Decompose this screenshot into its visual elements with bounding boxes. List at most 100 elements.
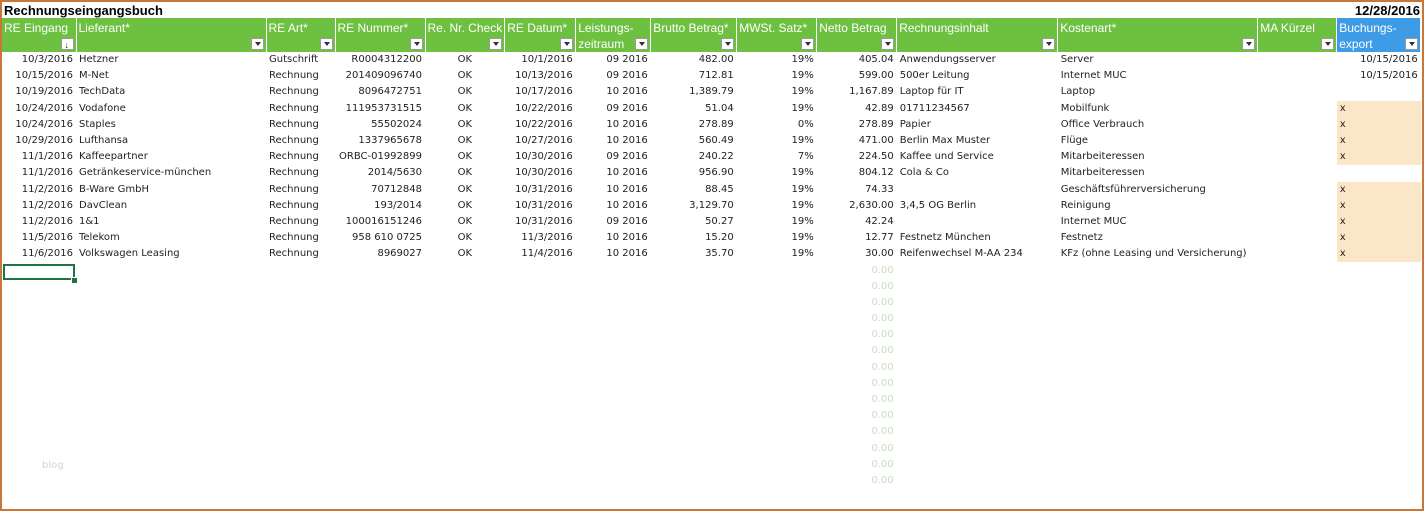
cell-ma-kuerzel[interactable] xyxy=(1258,392,1337,408)
cell-rechnungsinhalt[interactable]: Kaffee und Service xyxy=(899,151,994,163)
cell-re-datum[interactable]: 10/31/2016 xyxy=(515,215,573,227)
cell-kostenart[interactable] xyxy=(1058,392,1258,408)
cell-re-nr-check[interactable] xyxy=(425,327,505,343)
cell-netto-betrag[interactable]: 0.00 xyxy=(871,377,894,389)
cell-ma-kuerzel[interactable] xyxy=(1258,473,1337,489)
cell-kostenart[interactable]: Festnetz xyxy=(1060,232,1103,244)
cell-re-art[interactable]: Rechnung xyxy=(269,215,319,227)
cell-re-eingang[interactable] xyxy=(2,441,76,457)
cell-kostenart[interactable]: Mobilfunk xyxy=(1060,102,1110,114)
filter-dropdown-icon[interactable] xyxy=(635,38,649,50)
cell-re-nummer[interactable] xyxy=(335,343,425,359)
cell-netto-betrag[interactable]: 0.00 xyxy=(871,296,894,308)
cell-kostenart[interactable] xyxy=(1058,376,1258,392)
cell-re-nummer[interactable]: R0004312200 xyxy=(351,54,422,66)
cell-re-nummer[interactable]: 2014/5630 xyxy=(367,167,422,179)
cell-re-eingang[interactable]: 10/15/2016 xyxy=(15,70,73,82)
cell-buchungsexport[interactable]: x xyxy=(1336,132,1421,150)
cell-netto-betrag[interactable]: 278.89 xyxy=(858,118,894,130)
cell-re-nr-check[interactable]: OK xyxy=(457,118,473,130)
cell-re-datum[interactable] xyxy=(505,392,576,408)
cell-brutto-betrag[interactable] xyxy=(651,376,737,392)
cell-rechnungsinhalt[interactable]: Anwendungsserver xyxy=(899,54,996,66)
cell-leistungszeitraum[interactable] xyxy=(576,441,651,457)
column-header-lieferant[interactable]: Lieferant* xyxy=(76,18,267,52)
cell-re-nummer[interactable] xyxy=(335,457,425,473)
cell-re-eingang[interactable] xyxy=(2,311,76,327)
cell-netto-betrag[interactable]: 0.00 xyxy=(871,474,894,486)
cell-leistungszeitraum[interactable] xyxy=(576,408,651,424)
cell-re-eingang[interactable] xyxy=(2,408,76,424)
cell-buchungsexport[interactable] xyxy=(1337,262,1421,278)
cell-lieferant[interactable] xyxy=(76,295,266,311)
cell-brutto-betrag[interactable] xyxy=(651,279,737,295)
cell-rechnungsinhalt[interactable]: Berlin Max Muster xyxy=(899,135,991,147)
cell-re-art[interactable] xyxy=(266,262,335,278)
cell-buchungsexport[interactable] xyxy=(1337,441,1421,457)
cell-re-nummer[interactable] xyxy=(335,279,425,295)
cell-buchungsexport[interactable]: x xyxy=(1336,181,1421,198)
cell-rechnungsinhalt[interactable] xyxy=(897,392,1058,408)
cell-re-eingang[interactable] xyxy=(2,457,76,473)
cell-buchungsexport[interactable] xyxy=(1337,424,1421,440)
cell-re-nr-check[interactable]: OK xyxy=(457,232,473,244)
cell-brutto-betrag[interactable] xyxy=(651,327,737,343)
cell-kostenart[interactable]: Flüge xyxy=(1060,135,1089,147)
cell-brutto-betrag[interactable]: 560.49 xyxy=(698,135,734,147)
cell-re-nummer[interactable]: 1337965678 xyxy=(358,135,422,147)
cell-mwst-satz[interactable] xyxy=(737,473,817,489)
cell-leistungszeitraum[interactable]: 10 2016 xyxy=(606,232,648,244)
cell-netto-betrag[interactable]: 0.00 xyxy=(871,394,894,406)
cell-brutto-betrag[interactable] xyxy=(651,408,737,424)
cell-leistungszeitraum[interactable] xyxy=(576,262,651,278)
cell-mwst-satz[interactable]: 19% xyxy=(791,86,814,98)
cell-brutto-betrag[interactable]: 240.22 xyxy=(698,151,734,163)
cell-lieferant[interactable]: TechData xyxy=(79,86,126,98)
cell-buchungsexport[interactable]: x xyxy=(1336,100,1421,117)
cell-re-art[interactable] xyxy=(266,360,335,376)
cell-leistungszeitraum[interactable] xyxy=(576,311,651,327)
cell-re-art[interactable] xyxy=(266,392,335,408)
cell-leistungszeitraum[interactable]: 10 2016 xyxy=(606,248,648,260)
cell-buchungsexport[interactable]: x xyxy=(1336,230,1421,247)
cell-lieferant[interactable]: Telekom xyxy=(79,232,120,244)
cell-re-nr-check[interactable]: OK xyxy=(457,86,473,98)
cell-re-art[interactable] xyxy=(266,327,335,343)
cell-re-nummer[interactable]: 958 610 0725 xyxy=(352,232,422,244)
cell-mwst-satz[interactable]: 19% xyxy=(791,232,814,244)
cell-kostenart[interactable] xyxy=(1058,327,1258,343)
cell-re-datum[interactable]: 10/1/2016 xyxy=(521,54,573,66)
cell-re-datum[interactable]: 10/22/2016 xyxy=(515,102,573,114)
cell-leistungszeitraum[interactable]: 09 2016 xyxy=(606,54,648,66)
cell-netto-betrag[interactable]: 599.00 xyxy=(858,70,894,82)
cell-kostenart[interactable] xyxy=(1058,424,1258,440)
cell-netto-betrag[interactable]: 0.00 xyxy=(871,410,894,422)
cell-re-nummer[interactable]: 100016151246 xyxy=(345,215,422,227)
cell-ma-kuerzel[interactable] xyxy=(1258,311,1337,327)
cell-mwst-satz[interactable]: 19% xyxy=(791,199,814,211)
cell-re-art[interactable] xyxy=(266,424,335,440)
cell-mwst-satz[interactable] xyxy=(737,295,817,311)
cell-leistungszeitraum[interactable] xyxy=(576,376,651,392)
cell-rechnungsinhalt[interactable]: 01711234567 xyxy=(899,102,970,114)
cell-re-eingang[interactable] xyxy=(2,360,76,376)
cell-re-nummer[interactable]: 8969027 xyxy=(377,248,422,260)
cell-rechnungsinhalt[interactable] xyxy=(897,376,1058,392)
cell-leistungszeitraum[interactable]: 09 2016 xyxy=(606,215,648,227)
cell-re-art[interactable] xyxy=(266,343,335,359)
cell-re-art[interactable]: Rechnung xyxy=(269,167,319,179)
cell-ma-kuerzel[interactable] xyxy=(1258,68,1337,84)
cell-rechnungsinhalt[interactable]: Papier xyxy=(899,118,931,130)
cell-re-datum[interactable] xyxy=(505,408,576,424)
cell-rechnungsinhalt[interactable]: Festnetz München xyxy=(899,232,991,244)
cell-leistungszeitraum[interactable]: 10 2016 xyxy=(606,167,648,179)
cell-netto-betrag[interactable]: 224.50 xyxy=(858,151,894,163)
cell-re-datum[interactable]: 10/30/2016 xyxy=(515,151,573,163)
cell-netto-betrag[interactable]: 74.33 xyxy=(865,183,894,195)
cell-re-nummer[interactable]: 193/2014 xyxy=(374,199,422,211)
cell-brutto-betrag[interactable] xyxy=(651,457,737,473)
cell-re-nummer[interactable] xyxy=(335,376,425,392)
cell-buchungsexport[interactable]: x xyxy=(1336,246,1421,263)
cell-mwst-satz[interactable]: 19% xyxy=(791,54,814,66)
cell-kostenart[interactable]: Server xyxy=(1060,54,1094,66)
